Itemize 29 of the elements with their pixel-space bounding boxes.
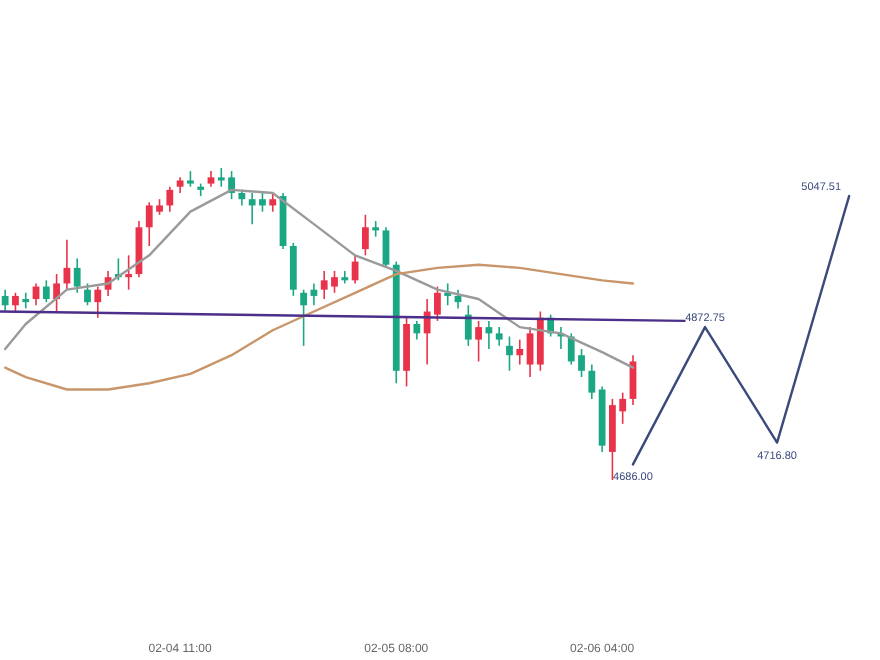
candlestick (22, 292, 30, 310)
candlestick (444, 282, 452, 307)
candlestick (289, 242, 297, 297)
candlestick (1, 288, 9, 313)
candlestick (475, 320, 482, 363)
candlestick (506, 335, 513, 372)
candlestick (403, 316, 410, 388)
candlestick (413, 320, 421, 341)
candlestick (300, 288, 308, 347)
candlestick (485, 320, 493, 350)
candlestick (269, 192, 277, 213)
candlestick (12, 292, 19, 313)
candlestick (53, 273, 61, 313)
candlestick (382, 226, 390, 269)
candlestick (125, 254, 133, 291)
candlestick (588, 363, 596, 400)
candlestick (42, 279, 50, 303)
candlestick (464, 304, 472, 347)
candlestick (341, 270, 349, 285)
candlestick (84, 282, 91, 307)
candlestick (166, 185, 174, 213)
candlestick (495, 326, 503, 347)
candlestick (361, 214, 369, 257)
candlestick (536, 310, 544, 372)
candlestick (94, 285, 102, 319)
candlestick (516, 338, 524, 366)
candlestick (197, 182, 205, 197)
candlestick (73, 257, 81, 294)
candlestick (526, 326, 534, 378)
